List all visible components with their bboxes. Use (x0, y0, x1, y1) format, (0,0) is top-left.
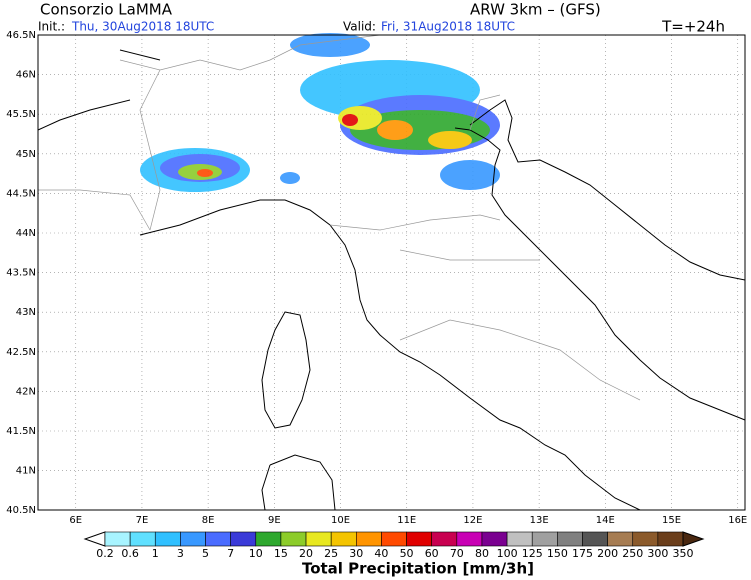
lat-tick-label: 46N (16, 70, 36, 81)
colorbar-label: 1 (152, 547, 159, 560)
colorbar-box (356, 531, 382, 547)
precipitation (140, 33, 500, 192)
map-frame (37, 34, 746, 511)
colorbar: 0.2 0.6 1 3 5 7 10 15 20 25 30 40 50 60 70 80 100 125 150 1… (83, 531, 705, 560)
lon-tick-label: 12E (463, 515, 482, 526)
colorbar-label: 25 (324, 547, 338, 560)
colorbar-box (381, 531, 407, 547)
colorbar-box (582, 531, 608, 547)
colorbar-box (205, 531, 231, 547)
colorbar-label: 300 (647, 547, 668, 560)
lon-tick-label: 16E (728, 515, 747, 526)
lat-tick-label: 41N (16, 466, 36, 477)
colorbar-label: 15 (274, 547, 288, 560)
colorbar-box (255, 531, 282, 547)
init-time: Thu, 30Aug2018 18UTC (71, 20, 214, 34)
init-label: Init.: (38, 20, 65, 34)
lon-tick-label: 7E (136, 515, 149, 526)
lat-tick-label: 45N (16, 149, 36, 160)
colorbar-title: Total Precipitation [mm/3h] (302, 560, 534, 578)
colorbar-box (280, 531, 307, 547)
title: Consorzio LaMMA (40, 1, 173, 19)
colorbar-box (230, 531, 257, 547)
colorbar-label: 100 (497, 547, 518, 560)
colorbar-label: 125 (522, 547, 543, 560)
colorbar-label: 150 (547, 547, 568, 560)
lat-tick-label: 44.5N (6, 188, 36, 199)
colorbar-box (330, 531, 357, 547)
lat-tick-label: 42.5N (6, 347, 36, 358)
lat-tick-label: 40.5N (6, 505, 36, 516)
colorbar-box (531, 531, 558, 547)
lon-tick-label: 9E (268, 515, 281, 526)
lon-tick-label: 13E (530, 515, 549, 526)
colorbar-box (104, 531, 131, 547)
coastlines (37, 49, 746, 511)
lat-tick-label: 45.5N (6, 109, 36, 120)
colorbar-box (481, 531, 508, 547)
colorbar-arrow (83, 531, 106, 547)
lat-tick-label: 44N (16, 228, 36, 239)
colorbar-label: 70 (450, 547, 464, 560)
colorbar-box (431, 531, 458, 547)
colorbar-label: 50 (400, 547, 414, 560)
colorbar-box (657, 531, 684, 547)
lon-tick-label: 10E (331, 515, 350, 526)
colorbar-box (305, 531, 332, 547)
colorbar-box (154, 531, 181, 547)
colorbar-box (180, 531, 206, 547)
colorbar-box (557, 531, 583, 547)
valid-time: Fri, 31Aug2018 18UTC (381, 20, 515, 34)
lon-tick-label: 14E (596, 515, 615, 526)
colorbar-box (632, 531, 659, 547)
colorbar-label: 5 (202, 547, 209, 560)
colorbar-label: 0.6 (121, 547, 139, 560)
lon-tick-label: 8E (202, 515, 215, 526)
lon-tick-label: 11E (397, 515, 416, 526)
colorbar-label: 80 (475, 547, 489, 560)
colorbar-box (506, 531, 533, 547)
colorbar-label: 350 (673, 547, 694, 560)
colorbar-label: 175 (572, 547, 593, 560)
valid-label: Valid: (343, 20, 376, 34)
lon-tick-label: 6E (69, 515, 82, 526)
model: ARW 3km – (GFS) (470, 1, 601, 19)
colorbar-label: 60 (425, 547, 439, 560)
colorbar-box (607, 531, 634, 547)
colorbar-label: 250 (622, 547, 643, 560)
lat-tick-label: 42N (16, 386, 36, 397)
colorbar-label: 3 (177, 547, 184, 560)
lat-tick-label: 43.5N (6, 268, 36, 279)
lat-tick-label: 46.5N (6, 30, 36, 41)
colorbar-label: 40 (374, 547, 388, 560)
colorbar-label: 30 (349, 547, 363, 560)
lead-time: T=+24h (661, 18, 725, 36)
colorbar-box (456, 531, 483, 547)
lat-tick-label: 43N (16, 307, 36, 318)
colorbar-arrow (682, 531, 705, 547)
lat-tick-label: 41.5N (6, 426, 36, 437)
colorbar-label: 10 (249, 547, 263, 560)
colorbar-label: 0.2 (96, 547, 114, 560)
colorbar-label: 200 (597, 547, 618, 560)
colorbar-label: 20 (299, 547, 313, 560)
colorbar-box (129, 531, 156, 547)
borders (38, 34, 641, 401)
colorbar-box (406, 531, 432, 547)
colorbar-label: 7 (227, 547, 234, 560)
lon-tick-label: 15E (662, 515, 681, 526)
